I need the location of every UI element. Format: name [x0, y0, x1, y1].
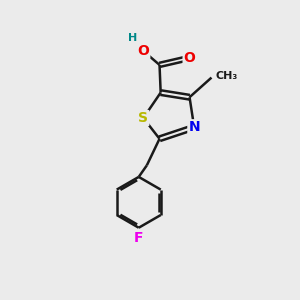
Text: N: N — [188, 120, 200, 134]
Text: O: O — [184, 51, 196, 65]
Text: CH₃: CH₃ — [216, 71, 238, 81]
Text: S: S — [138, 111, 148, 125]
Text: O: O — [137, 44, 149, 58]
Text: H: H — [128, 33, 138, 43]
Text: F: F — [134, 231, 143, 245]
